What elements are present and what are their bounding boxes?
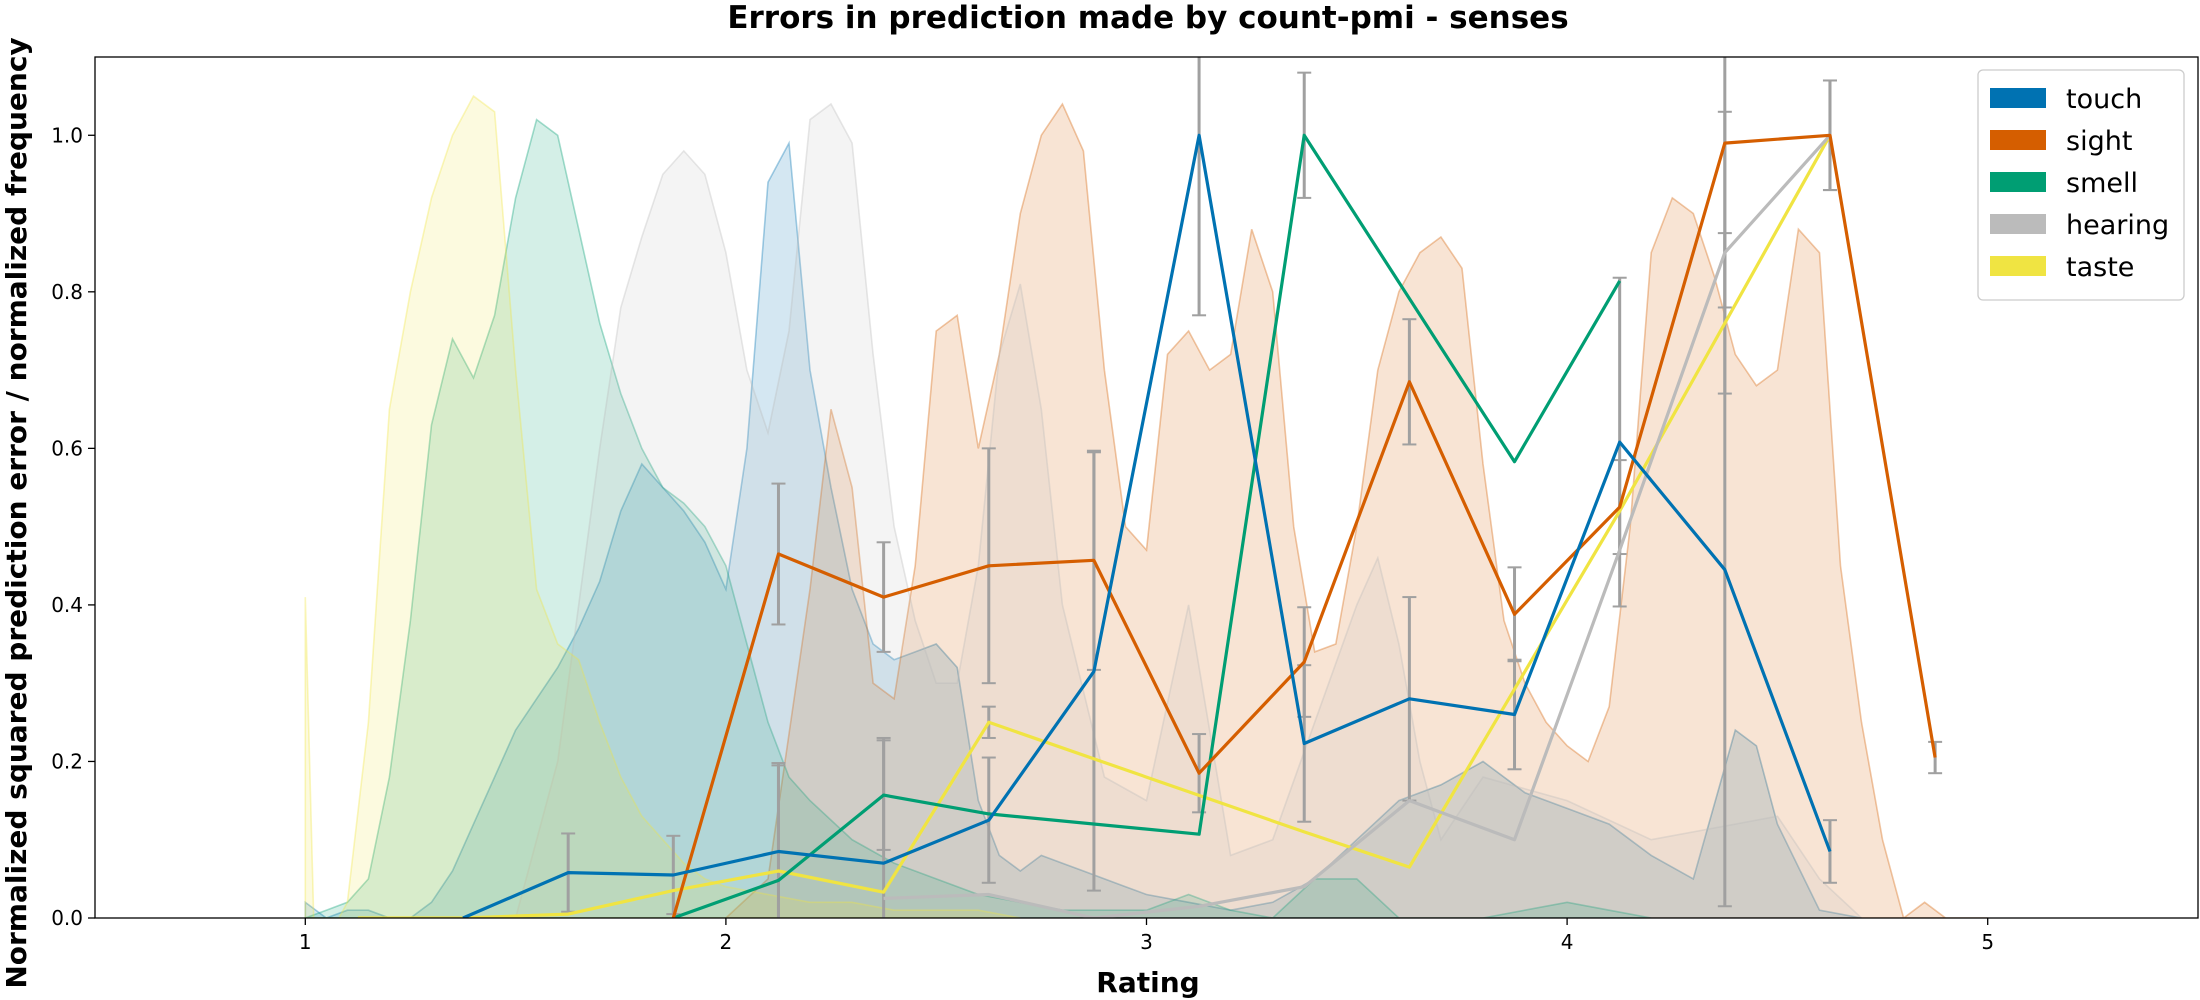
legend-swatch-touch [1990,88,2046,108]
legend-box [1977,69,2185,301]
x-tick-label: 2 [720,930,733,954]
series-line-smell [672,133,1622,918]
legend-swatch-sight [1990,130,2046,150]
legend-label-taste: taste [2066,252,2134,283]
y-tick-label: 1.0 [51,123,83,147]
series-line-sight [671,133,1937,918]
density-area-hearing [514,102,1863,918]
chart-title: Errors in prediction made by count-pmi -… [727,0,1568,36]
series-line-taste [357,134,1832,918]
density-area-sight [724,102,1988,918]
legend-label-touch: touch [2066,84,2142,115]
legend-label-sight: sight [2066,126,2132,157]
legend-label-smell: smell [2066,168,2138,199]
y-tick-label: 0.8 [51,280,83,304]
x-tick-label: 3 [1140,930,1153,954]
density-area-touch [304,140,1862,918]
legend: touch sight smell hearing taste [1977,69,2185,301]
plot-content [304,57,1988,918]
x-axis-label: Rating [1096,966,1199,999]
legend-label-hearing: hearing [2066,210,2169,241]
series-line-hearing [883,134,1832,918]
x-tick-label: 4 [1561,930,1574,954]
legend-swatch-smell [1990,172,2046,192]
y-tick-label: 0.4 [51,593,83,617]
y-tick-label: 0.2 [51,749,83,773]
plot-area: 1 2 3 4 5 0.0 0.2 0.4 0.6 0.8 1.0 [51,56,2199,954]
y-tick-label: 0.6 [51,436,83,460]
legend-swatch-hearing [1990,214,2046,234]
legend-swatch-taste [1990,256,2046,276]
x-tick-label: 5 [1981,930,1994,954]
density-area-smell [305,118,1652,918]
y-tick-label: 0.0 [51,906,83,930]
density-area-taste [304,94,1021,918]
x-tick-label: 1 [299,930,312,954]
y-axis-label: Normalized squared prediction error / no… [0,37,33,988]
series-line-touch [462,133,1832,918]
